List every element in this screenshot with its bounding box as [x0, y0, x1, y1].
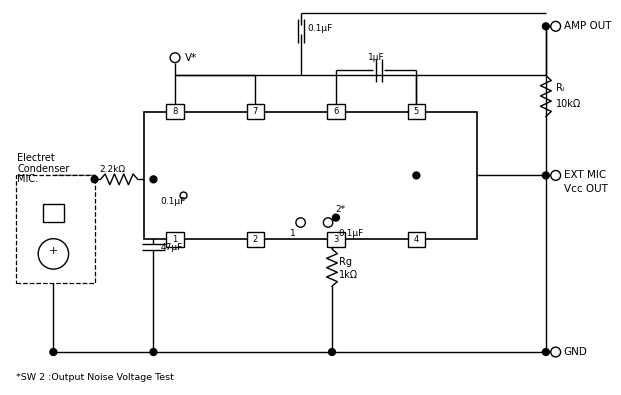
Text: Rₗ: Rₗ [556, 83, 564, 93]
Text: 10kΩ: 10kΩ [556, 99, 581, 109]
Bar [327, 104, 345, 119]
Circle shape [50, 348, 57, 356]
Text: 0.1μF: 0.1μF [307, 24, 333, 33]
Text: AMP OUT: AMP OUT [563, 21, 611, 31]
Text: 0.1μF: 0.1μF [160, 198, 186, 207]
Text: 2: 2 [253, 235, 258, 244]
Text: Rg: Rg [339, 257, 352, 267]
Text: EXT MIC: EXT MIC [563, 170, 605, 181]
Text: Electret: Electret [17, 153, 55, 163]
Text: 47μF: 47μF [160, 243, 183, 252]
Circle shape [91, 176, 98, 183]
Text: 2*: 2* [335, 205, 345, 214]
Bar [327, 232, 345, 246]
Text: 2.2kΩ: 2.2kΩ [99, 165, 125, 174]
Circle shape [150, 348, 157, 356]
Text: 8: 8 [173, 107, 178, 116]
Text: 6: 6 [333, 107, 338, 116]
Circle shape [329, 348, 335, 356]
Bar [16, 175, 94, 283]
Text: Condenser: Condenser [17, 164, 70, 173]
Text: 7: 7 [253, 107, 258, 116]
Circle shape [413, 172, 420, 179]
Text: 0.1μF: 0.1μF [339, 229, 364, 238]
Circle shape [150, 176, 157, 183]
Text: GND: GND [563, 347, 587, 357]
Text: 4: 4 [414, 235, 419, 244]
Circle shape [542, 348, 550, 356]
Bar [247, 104, 265, 119]
Text: 1μF: 1μF [368, 53, 384, 62]
Text: +: + [48, 246, 58, 256]
Text: *SW 2 :Output Noise Voltage Test: *SW 2 :Output Noise Voltage Test [16, 373, 174, 382]
Circle shape [332, 214, 339, 221]
Bar [407, 232, 425, 246]
Bar [247, 232, 265, 246]
Bar [166, 104, 184, 119]
Text: 5: 5 [414, 107, 419, 116]
Text: MIC.: MIC. [17, 174, 39, 184]
Bar [43, 204, 64, 222]
Circle shape [542, 23, 550, 30]
Circle shape [542, 172, 550, 179]
Text: 1: 1 [290, 229, 296, 238]
Text: 1kΩ: 1kΩ [339, 271, 358, 280]
Text: V*: V* [185, 53, 197, 63]
Bar [143, 112, 477, 239]
Text: 1: 1 [173, 235, 178, 244]
Bar [407, 104, 425, 119]
Text: 3: 3 [333, 235, 338, 244]
Text: Vcc OUT: Vcc OUT [563, 184, 607, 194]
Bar [166, 232, 184, 246]
